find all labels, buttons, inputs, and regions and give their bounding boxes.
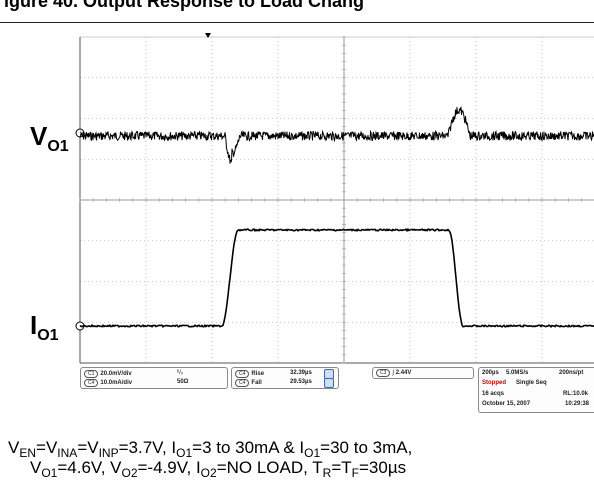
impedance-value: 50Ω: [177, 379, 189, 385]
condition-fragment: =NO LOAD, T: [216, 458, 323, 477]
acq-state: Stopped: [482, 380, 506, 386]
scope-frame: [0, 22, 594, 396]
c4-fall-badge: C4: [235, 379, 250, 387]
graticule: [79, 36, 594, 364]
vo1-label-main: V: [30, 121, 48, 151]
fall-label: Fall: [251, 380, 262, 386]
acq-mode: Single Seq: [516, 380, 547, 386]
condition-fragment: V: [30, 458, 42, 477]
c4-setting: 10.0mA/div: [100, 380, 133, 386]
condition-fragment: F: [351, 466, 359, 480]
condition-fragment: =30 to 3mA,: [320, 438, 413, 457]
condition-fragment: =T: [331, 458, 352, 477]
io1-label-sub: O1: [37, 327, 59, 344]
measurements-panel[interactable]: C4 Rise 32.39µs C4 Fall 29.53µs: [231, 367, 339, 389]
c4-badge: C4: [84, 379, 99, 387]
condition-fragment: =30µs: [358, 458, 407, 477]
conditions-line-1: VEN=VINA=VINP=3.7V, IO1=3 to 30mA & IO1=…: [8, 439, 412, 462]
fall-value: 29.53µs: [290, 379, 312, 385]
io1-trace: [79, 227, 594, 328]
condition-fragment: O1: [304, 446, 321, 460]
timebase: 200µs: [482, 370, 499, 376]
rise-label: Rise: [251, 371, 265, 377]
channel-settings-panel[interactable]: C1 20.0mV/div C4 10.0mA/div ᵇ/ᵥ 50Ω: [80, 367, 228, 389]
trigger-panel[interactable]: C3 ∫ 2.44V: [372, 367, 474, 379]
acquisition-panel[interactable]: 200µs 5.0MS/s 200ns/pt Stopped Single Se…: [478, 367, 594, 413]
condition-fragment: EN: [19, 446, 37, 460]
condition-fragment: V: [8, 438, 20, 457]
condition-fragment: =-4.9V, I: [137, 458, 201, 477]
c1-badge: C1: [84, 370, 99, 378]
io1-label: IO1: [30, 312, 59, 344]
fall-help-icon[interactable]: [324, 378, 334, 388]
rise-value: 32.39µs: [290, 370, 312, 376]
condition-fragment: INP: [98, 446, 119, 460]
trigger-source: C3: [376, 369, 391, 377]
condition-fragment: O2: [200, 466, 217, 480]
condition-fragment: O2: [121, 466, 138, 480]
trigger-level: 2.44V: [395, 370, 412, 376]
io1-label-main: I: [30, 310, 38, 340]
sample-interval: 200ns/pt: [559, 370, 584, 376]
condition-fragment: =V: [36, 438, 58, 457]
sample-rate: 5.0MS/s: [506, 370, 529, 376]
c4-rise-badge: C4: [235, 370, 250, 378]
c1-setting: 20.0mV/div: [100, 371, 132, 377]
acq-count: 16 acqs: [482, 391, 505, 397]
condition-fragment: =V: [77, 438, 99, 457]
condition-fragment: INA: [57, 446, 78, 460]
figure-caption-text: igure 40. Output Response to Load Chang: [4, 0, 365, 11]
vo1-label-sub: O1: [47, 138, 69, 155]
condition-fragment: O1: [176, 446, 193, 460]
condition-fragment: =3 to 30mA & I: [192, 438, 305, 457]
condition-fragment: =4.6V, V: [57, 458, 122, 477]
time: 10:29:38: [565, 401, 590, 407]
vo1-label: VO1: [30, 123, 69, 155]
condition-fragment: =3.7V, I: [118, 438, 177, 457]
conditions-line-2: VO1=4.6V, VO2=-4.9V, IO2=NO LOAD, TR=TF=…: [30, 459, 406, 482]
trigger-edge-icon: ∫: [392, 370, 396, 376]
vo1-trace: [79, 106, 594, 164]
figure-caption: igure 40. Output Response to Load Chang: [0, 0, 594, 22]
trigger-marker-icon: [205, 33, 211, 38]
record-length: RL:10.0k: [563, 391, 589, 397]
bandwidth-icon: ᵇ/ᵥ: [177, 370, 183, 376]
condition-fragment: O1: [41, 466, 58, 480]
date: October 15, 2007: [482, 401, 531, 407]
condition-fragment: R: [322, 466, 332, 480]
